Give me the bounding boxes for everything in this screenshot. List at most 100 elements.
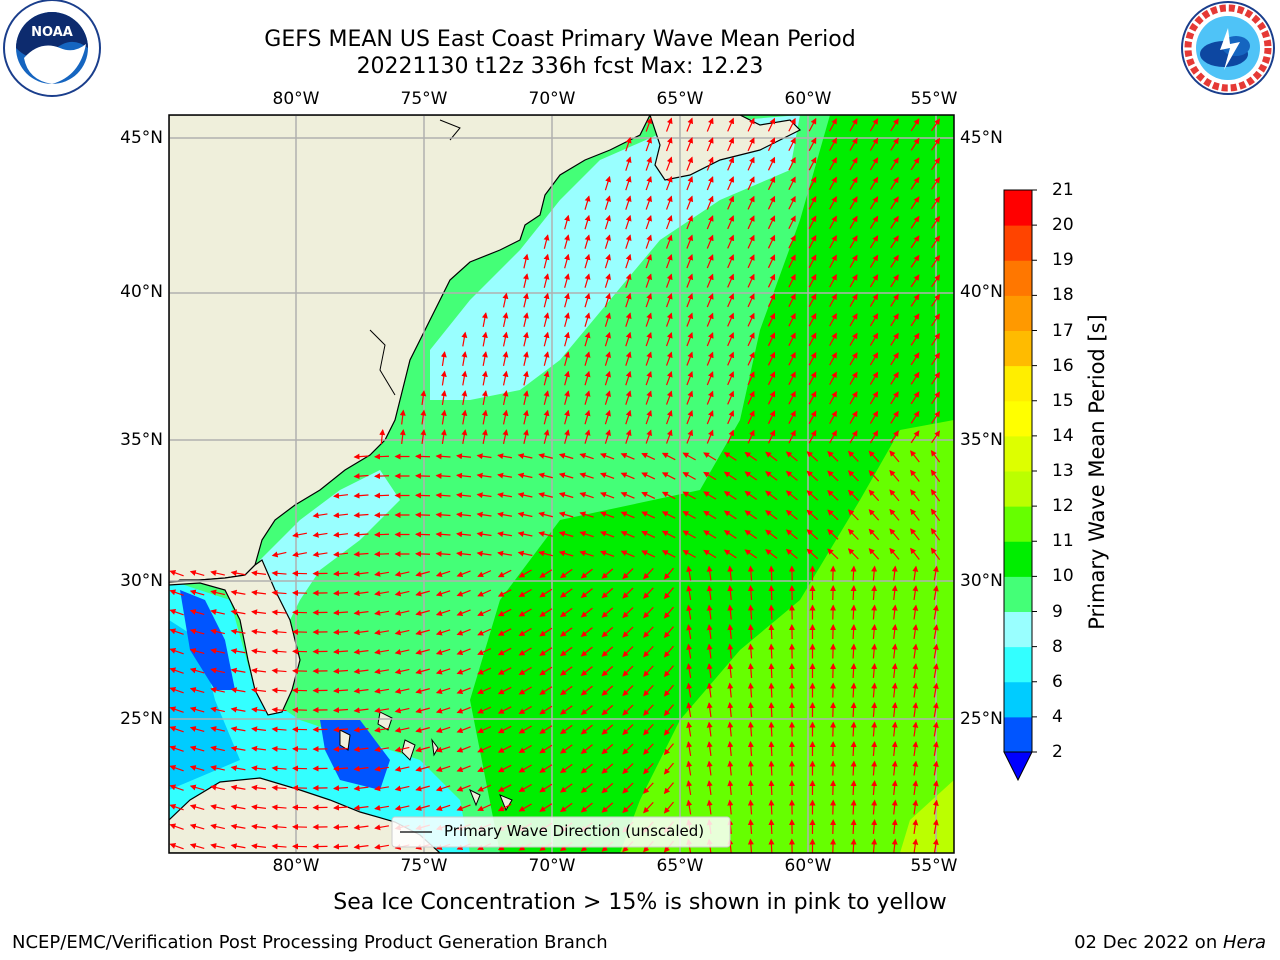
wave-arrow bbox=[230, 687, 246, 694]
wave-arrow bbox=[394, 649, 410, 655]
wave-arrow bbox=[706, 234, 714, 249]
wave-arrow bbox=[788, 176, 796, 191]
wave-arrow bbox=[374, 687, 389, 694]
wave-arrow bbox=[663, 587, 674, 600]
wave-arrow bbox=[890, 196, 899, 210]
wave-arrow bbox=[580, 705, 593, 715]
wave-arrow bbox=[456, 609, 471, 617]
wave-arrow bbox=[808, 429, 817, 444]
wave-arrow bbox=[686, 351, 694, 366]
wave-arrow bbox=[539, 666, 553, 676]
wave-arrow bbox=[560, 744, 573, 754]
wave-arrow bbox=[829, 234, 837, 249]
wave-arrow bbox=[747, 721, 754, 737]
wave-arrow bbox=[932, 799, 939, 815]
wave-arrow bbox=[523, 370, 529, 386]
wave-arrow bbox=[579, 550, 594, 557]
wave-arrow bbox=[850, 643, 857, 659]
wave-arrow bbox=[768, 799, 775, 815]
wave-arrow bbox=[435, 746, 451, 753]
wave-arrow bbox=[353, 765, 369, 772]
wave-arrow bbox=[808, 390, 817, 405]
wave-arrow bbox=[189, 687, 205, 694]
wave-arrow bbox=[477, 726, 492, 734]
wave-arrow bbox=[932, 838, 939, 853]
wave-arrow bbox=[394, 746, 410, 753]
wave-arrow bbox=[808, 215, 817, 229]
wave-arrow bbox=[580, 802, 593, 813]
wave-arrow bbox=[415, 688, 430, 694]
wave-arrow bbox=[930, 528, 941, 541]
wave-arrow bbox=[435, 687, 451, 694]
wave-arrow bbox=[333, 531, 349, 538]
wave-arrow bbox=[912, 585, 919, 601]
wave-arrow bbox=[912, 721, 919, 737]
chart-subtitle: 20221130 t12z 336h fcst Max: 12.23 bbox=[356, 54, 764, 79]
colorbar-tick-label: 21 bbox=[1052, 180, 1074, 200]
wave-arrow bbox=[394, 805, 410, 811]
wave-arrow bbox=[497, 803, 512, 812]
map-area bbox=[169, 115, 954, 853]
wave-arrow bbox=[374, 785, 389, 792]
wave-arrow bbox=[747, 390, 755, 405]
wave-arrow bbox=[189, 765, 205, 772]
wave-arrow bbox=[620, 530, 635, 538]
wave-arrow bbox=[251, 609, 267, 616]
wave-arrow bbox=[727, 137, 735, 152]
wave-arrow bbox=[829, 429, 837, 444]
wave-arrow bbox=[435, 765, 451, 772]
wave-arrow bbox=[871, 585, 878, 601]
wave-arrow bbox=[564, 253, 570, 269]
wave-arrow bbox=[497, 725, 512, 734]
wave-arrow bbox=[560, 685, 573, 696]
wave-arrow bbox=[456, 531, 472, 538]
wave-arrow bbox=[538, 550, 553, 557]
wave-arrow bbox=[706, 195, 714, 210]
wave-arrow bbox=[788, 351, 796, 366]
wave-arrow bbox=[353, 843, 369, 850]
wave-arrow bbox=[890, 410, 899, 424]
wave-arrow bbox=[477, 667, 492, 675]
wave-arrow bbox=[767, 332, 776, 347]
wave-arrow bbox=[502, 409, 509, 425]
wave-arrow bbox=[374, 492, 390, 499]
wave-arrow bbox=[891, 780, 898, 796]
wave-arrow bbox=[869, 352, 879, 366]
wave-arrow bbox=[523, 429, 529, 444]
wave-arrow bbox=[890, 332, 899, 346]
wave-arrow bbox=[374, 512, 390, 519]
wave-arrow bbox=[849, 430, 858, 444]
lat-tick-right: 30°N bbox=[960, 571, 1003, 591]
colorbar-tick-label: 20 bbox=[1052, 215, 1074, 236]
wave-arrow bbox=[169, 628, 184, 635]
wave-arrow bbox=[502, 370, 509, 386]
wave-arrow bbox=[353, 707, 369, 714]
wave-arrow bbox=[889, 450, 900, 463]
wave-arrow bbox=[169, 843, 184, 850]
wave-arrow bbox=[560, 666, 573, 676]
wave-arrow bbox=[663, 723, 674, 736]
wave-arrow bbox=[931, 157, 940, 171]
colorbar-segment bbox=[1004, 506, 1032, 542]
wave-arrow bbox=[440, 429, 447, 445]
wave-arrow bbox=[622, 587, 634, 599]
wave-arrow bbox=[665, 371, 673, 386]
wave-arrow bbox=[767, 176, 776, 191]
wave-arrow bbox=[543, 390, 550, 405]
wave-arrow bbox=[871, 760, 878, 776]
wave-arrow bbox=[251, 823, 267, 830]
lon-tick-bottom: 65°W bbox=[656, 856, 704, 876]
wave-arrow bbox=[808, 312, 817, 327]
wave-arrow bbox=[641, 530, 656, 538]
wave-arrow bbox=[744, 549, 758, 559]
wave-arrow bbox=[869, 332, 879, 346]
wave-arrow bbox=[643, 587, 654, 599]
wave-arrow bbox=[727, 721, 734, 737]
wave-arrow bbox=[931, 332, 940, 346]
run-date-text: 02 Dec 2022 on bbox=[1074, 932, 1223, 953]
wave-arrow bbox=[890, 391, 899, 405]
wave-arrow bbox=[333, 707, 349, 714]
wave-arrow bbox=[539, 627, 553, 637]
wave-arrow bbox=[481, 409, 488, 425]
wave-arrow bbox=[271, 843, 287, 850]
